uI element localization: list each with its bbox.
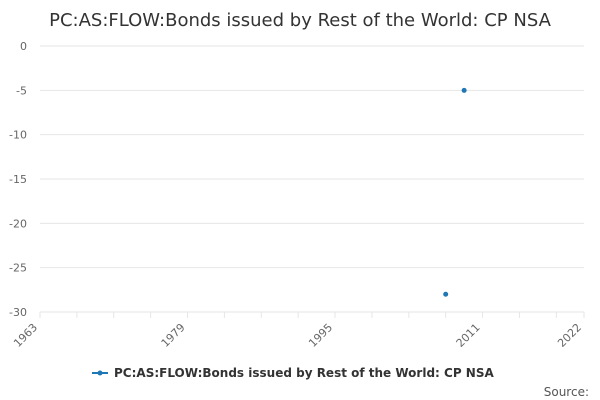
x-tick-label: 2011	[454, 321, 483, 350]
x-tick-label: 1995	[306, 321, 335, 350]
source-credit[interactable]: Source:	[544, 385, 589, 399]
y-tick-label: -20	[9, 217, 27, 230]
y-tick-label: -5	[16, 84, 27, 97]
y-tick-label: -25	[9, 262, 27, 275]
data-point[interactable]	[443, 291, 449, 297]
grid	[39, 45, 585, 318]
legend[interactable]: PC:AS:FLOW:Bonds issued by Rest of the W…	[92, 366, 494, 380]
y-tick-label: -15	[9, 173, 27, 186]
y-axis-ticks: 0 -5 -10 -15 -20 -25 -30	[9, 40, 27, 319]
y-tick-label: -10	[9, 129, 27, 142]
x-axis-ticks: 1963 1979 1995 2011 2022	[11, 321, 584, 350]
data-point[interactable]	[461, 87, 467, 93]
x-tick-label: 1963	[11, 321, 40, 350]
legend-label: PC:AS:FLOW:Bonds issued by Rest of the W…	[114, 366, 494, 380]
x-tick-label: 2022	[555, 321, 584, 350]
legend-marker	[97, 370, 103, 376]
y-tick-label: 0	[20, 40, 27, 53]
chart-title: PC:AS:FLOW:Bonds issued by Rest of the W…	[49, 10, 551, 31]
y-tick-label: -30	[9, 306, 27, 319]
data-points	[443, 87, 467, 297]
x-tick-label: 1979	[159, 321, 188, 350]
